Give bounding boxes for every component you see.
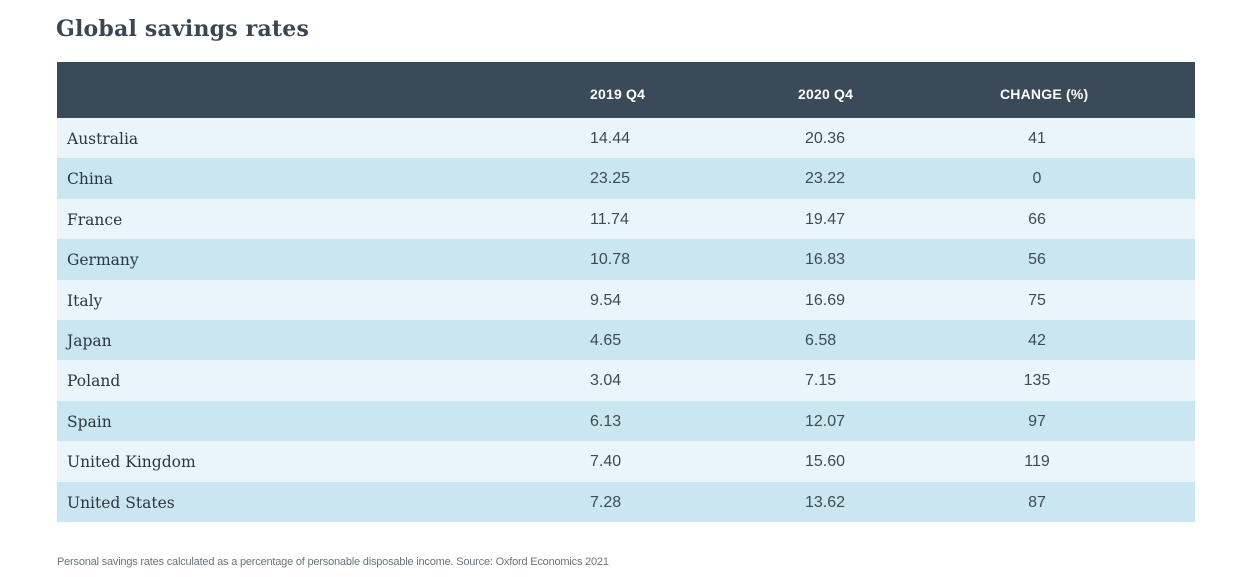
column-header-2019-q4: 2019 Q4 (590, 86, 646, 102)
column-header-2020-q4: 2020 Q4 (798, 86, 854, 102)
table-row: Spain 6.13 12.07 97 (57, 400, 1195, 442)
value-2020-q4-cell: 7.15 (805, 372, 837, 390)
value-2020-q4-cell: 6.58 (805, 331, 837, 349)
page-title: Global savings rates (56, 16, 310, 42)
change-percent-cell: 87 (1028, 493, 1046, 511)
table-row: France 11.74 19.47 66 (57, 198, 1195, 240)
value-2020-q4-cell: 19.47 (805, 210, 846, 228)
table-header: 2019 Q4 2020 Q4 CHANGE (%) (57, 62, 1195, 118)
table-row: Italy 9.54 16.69 75 (57, 279, 1195, 320)
change-percent-cell: 75 (1028, 291, 1046, 309)
value-2019-q4-cell: 4.65 (590, 331, 622, 349)
table-body: Australia 14.44 20.36 41 China 23.25 23.22 0 Fra… (57, 118, 1195, 522)
table-row: Poland 3.04 7.15 135 (57, 360, 1195, 401)
value-2020-q4-cell: 20.36 (805, 130, 846, 147)
country-cell: Spain (67, 412, 112, 431)
country-cell: Japan (67, 331, 112, 350)
value-2020-q4-cell: 23.22 (805, 170, 846, 188)
country-cell: United Kingdom (67, 453, 196, 472)
table-row: Japan 4.65 6.58 42 (57, 319, 1195, 361)
value-2019-q4-cell: 7.28 (590, 493, 622, 511)
country-cell: France (67, 210, 123, 229)
change-percent-cell: 56 (1028, 251, 1046, 269)
country-cell: Italy (67, 291, 103, 310)
change-percent-cell: 97 (1028, 412, 1046, 430)
country-cell: Australia (67, 130, 139, 148)
value-2019-q4-cell: 23.25 (590, 170, 631, 188)
change-percent-cell: 0 (1032, 170, 1042, 188)
change-percent-cell: 42 (1028, 331, 1046, 349)
value-2019-q4-cell: 6.13 (590, 412, 622, 430)
value-2019-q4-cell: 9.54 (590, 291, 622, 309)
table-row: United States 7.28 13.62 87 (57, 481, 1195, 522)
value-2019-q4-cell: 3.04 (590, 372, 622, 390)
value-2019-q4-cell: 11.74 (590, 210, 629, 228)
country-cell: China (67, 170, 114, 189)
change-percent-cell: 135 (1023, 372, 1051, 390)
table-row: Australia 14.44 20.36 41 (57, 118, 1195, 159)
value-2019-q4-cell: 14.44 (590, 130, 631, 147)
change-percent-cell: 66 (1028, 210, 1046, 228)
table-row: United Kingdom 7.40 15.60 119 (57, 441, 1195, 482)
change-percent-cell: 119 (1024, 453, 1050, 471)
column-header-change: CHANGE (%) (1000, 86, 1089, 102)
country-cell: United States (67, 493, 175, 512)
value-2020-q4-cell: 12.07 (805, 412, 846, 430)
country-cell: Germany (67, 251, 139, 270)
table-row: China 23.25 23.22 0 (57, 158, 1195, 199)
table-row: Germany 10.78 16.83 56 (57, 239, 1195, 280)
value-2020-q4-cell: 16.69 (805, 291, 846, 309)
value-2020-q4-cell: 13.62 (805, 493, 846, 511)
value-2019-q4-cell: 7.40 (590, 453, 622, 471)
change-percent-cell: 41 (1028, 130, 1046, 147)
value-2020-q4-cell: 16.83 (805, 251, 846, 269)
footnote: Personal savings rates calculated as a p… (57, 556, 609, 568)
value-2020-q4-cell: 15.60 (805, 453, 846, 471)
value-2019-q4-cell: 10.78 (590, 251, 631, 269)
savings-table: 2019 Q4 2020 Q4 CHANGE (%) Australia 14.4… (57, 62, 1195, 522)
country-cell: Poland (67, 372, 121, 391)
